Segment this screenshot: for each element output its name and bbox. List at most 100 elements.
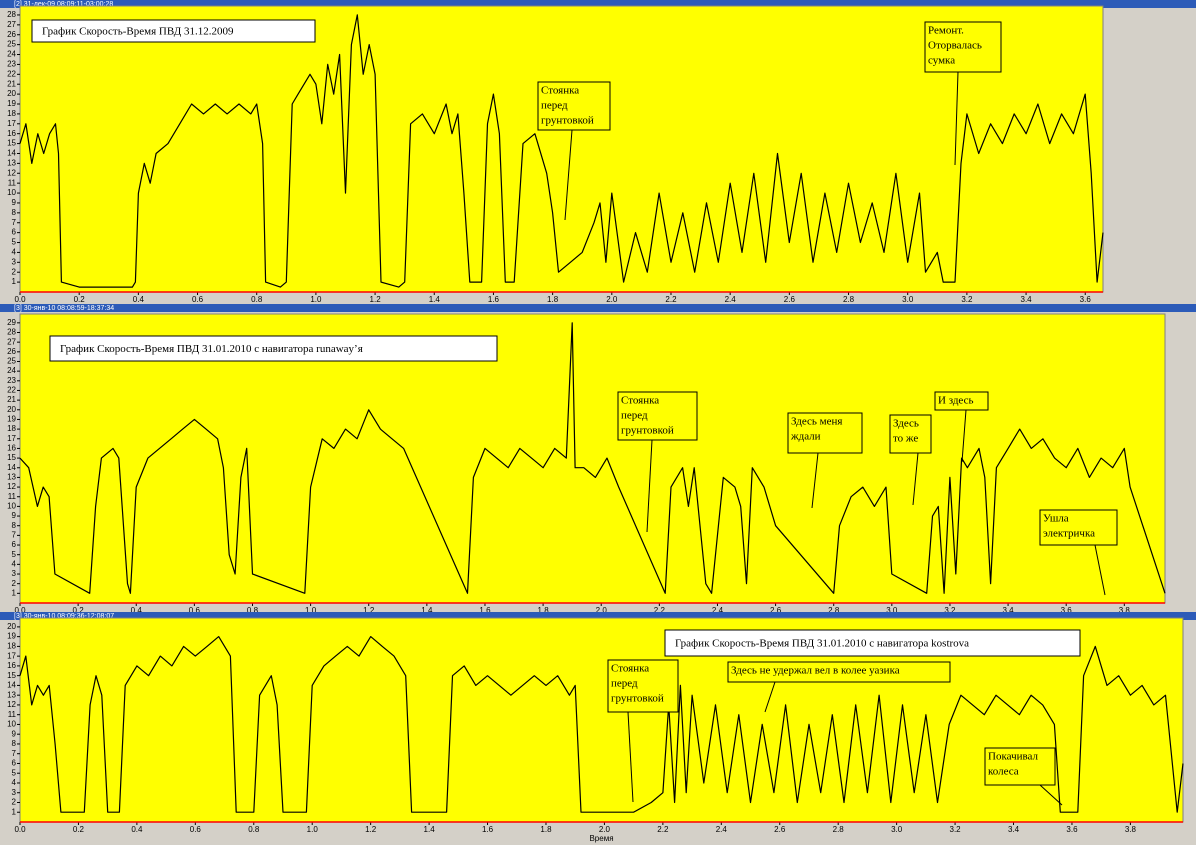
x-tick-label: 0.2 [73,606,85,615]
x-tick-label: 2.2 [654,606,666,615]
annotation-arrow [912,452,919,506]
annotation-text: перед [621,410,648,422]
x-tick-label: 2.0 [596,606,608,615]
y-tick-label: 22 [7,386,16,395]
x-tick-label: 2.2 [657,825,669,834]
y-tick-label: 6 [12,228,17,237]
x-tick-label: 3.4 [1021,295,1033,304]
annotation-text: электричка [1043,528,1095,540]
annotation-text: грунтовкой [621,425,674,437]
x-tick-label: 3.8 [1119,606,1131,615]
y-tick-label: 3 [12,569,17,578]
chart-title: График Скорость-Время ПВД 31.12.2009 [42,26,234,38]
x-tick-label: 0.8 [247,606,259,615]
y-tick-label: 10 [7,501,16,510]
annotation-box [934,391,989,411]
x-tick-label: 0.0 [14,825,26,834]
annotation-arrow [646,439,653,533]
y-tick-label: 27 [7,20,16,29]
annotation-arrow [811,452,819,509]
y-tick-label: 3 [12,257,17,266]
x-tick-label: 2.4 [716,825,728,834]
x-tick-label: 1.6 [479,606,491,615]
y-tick-label: 13 [7,158,16,167]
x-tick-label: 3.0 [891,825,903,834]
x-tick-label: 1.6 [488,295,500,304]
window-title: [3] 30-янв-10 08:09:36-12:08:07 [14,613,114,620]
annotation-text: перед [541,100,568,112]
x-tick-label: 2.8 [833,825,845,834]
annotation-arrow [961,409,967,463]
y-tick-label: 16 [7,661,16,670]
y-tick-label: 8 [12,739,17,748]
x-tick-label: 3.8 [1125,825,1137,834]
y-tick-label: 26 [7,347,16,356]
x-tick-label: 2.4 [725,295,737,304]
x-axis-label: Время [589,834,613,843]
x-tick-label: 0.6 [190,825,202,834]
x-tick-label: 2.8 [828,606,840,615]
y-tick-label: 9 [12,511,17,520]
y-tick-label: 20 [7,89,16,98]
y-tick-label: 5 [12,238,17,247]
x-tick-label: 3.4 [1008,825,1020,834]
y-tick-label: 4 [12,778,17,787]
y-tick-label: 20 [7,622,16,631]
x-tick-label: 3.6 [1061,606,1073,615]
y-tick-label: 18 [7,424,16,433]
y-tick-label: 20 [7,405,16,414]
y-tick-label: 29 [7,318,16,327]
y-tick-label: 25 [7,357,16,366]
annotation-box [787,412,863,454]
annotation-text: ждали [790,431,821,443]
y-tick-label: 15 [7,453,16,462]
x-tick-label: 1.0 [310,295,322,304]
y-tick-label: 23 [7,376,16,385]
x-tick-label: 0.8 [248,825,260,834]
annotation-text: Оторвалась [928,40,982,52]
window-title-bar [0,612,1196,620]
x-tick-label: 1.8 [547,295,559,304]
annotation-text: Здесь меня [791,416,842,428]
y-tick-label: 27 [7,337,16,346]
x-tick-label: 0.2 [73,825,85,834]
annotation-text: Здесь [893,418,919,430]
y-tick-label: 13 [7,690,16,699]
x-tick-label: 1.6 [482,825,494,834]
x-tick-label: 0.6 [192,295,204,304]
annotation-arrow [764,681,776,713]
y-tick-label: 8 [12,521,17,530]
annotation-box [727,661,951,683]
annotation-box [617,391,698,441]
x-tick-label: 2.8 [843,295,855,304]
x-tick-label: 0.8 [251,295,263,304]
y-tick-label: 17 [7,434,16,443]
y-tick-label: 24 [7,50,16,59]
window-title-bar [0,304,1196,312]
annotation-arrow [627,711,634,803]
y-tick-label: 11 [8,178,17,187]
x-tick-label: 2.2 [665,295,677,304]
y-tick-label: 12 [7,700,16,709]
annotation-text: колеса [988,766,1019,778]
y-tick-label: 9 [12,729,17,738]
plot-area [19,313,1166,604]
y-tick-label: 16 [7,444,16,453]
y-tick-label: 1 [12,588,17,597]
x-tick-label: 2.4 [712,606,724,615]
y-tick-label: 10 [7,188,16,197]
y-tick-label: 22 [7,69,16,78]
chart-title: График Скорость-Время ПВД 31.01.2010 с н… [60,343,363,355]
x-tick-label: 0.4 [133,295,145,304]
y-tick-label: 14 [7,681,16,690]
y-tick-label: 2 [12,798,17,807]
x-tick-label: 1.2 [363,606,375,615]
annotation-text: Здесь не удержал вел в колее уазика [731,665,900,677]
x-tick-label: 2.0 [606,295,618,304]
annotation-box [1039,509,1118,546]
y-tick-label: 17 [7,651,16,660]
y-tick-label: 16 [7,129,16,138]
annotation-arrow [1039,784,1063,806]
x-tick-label: 0.0 [14,295,26,304]
